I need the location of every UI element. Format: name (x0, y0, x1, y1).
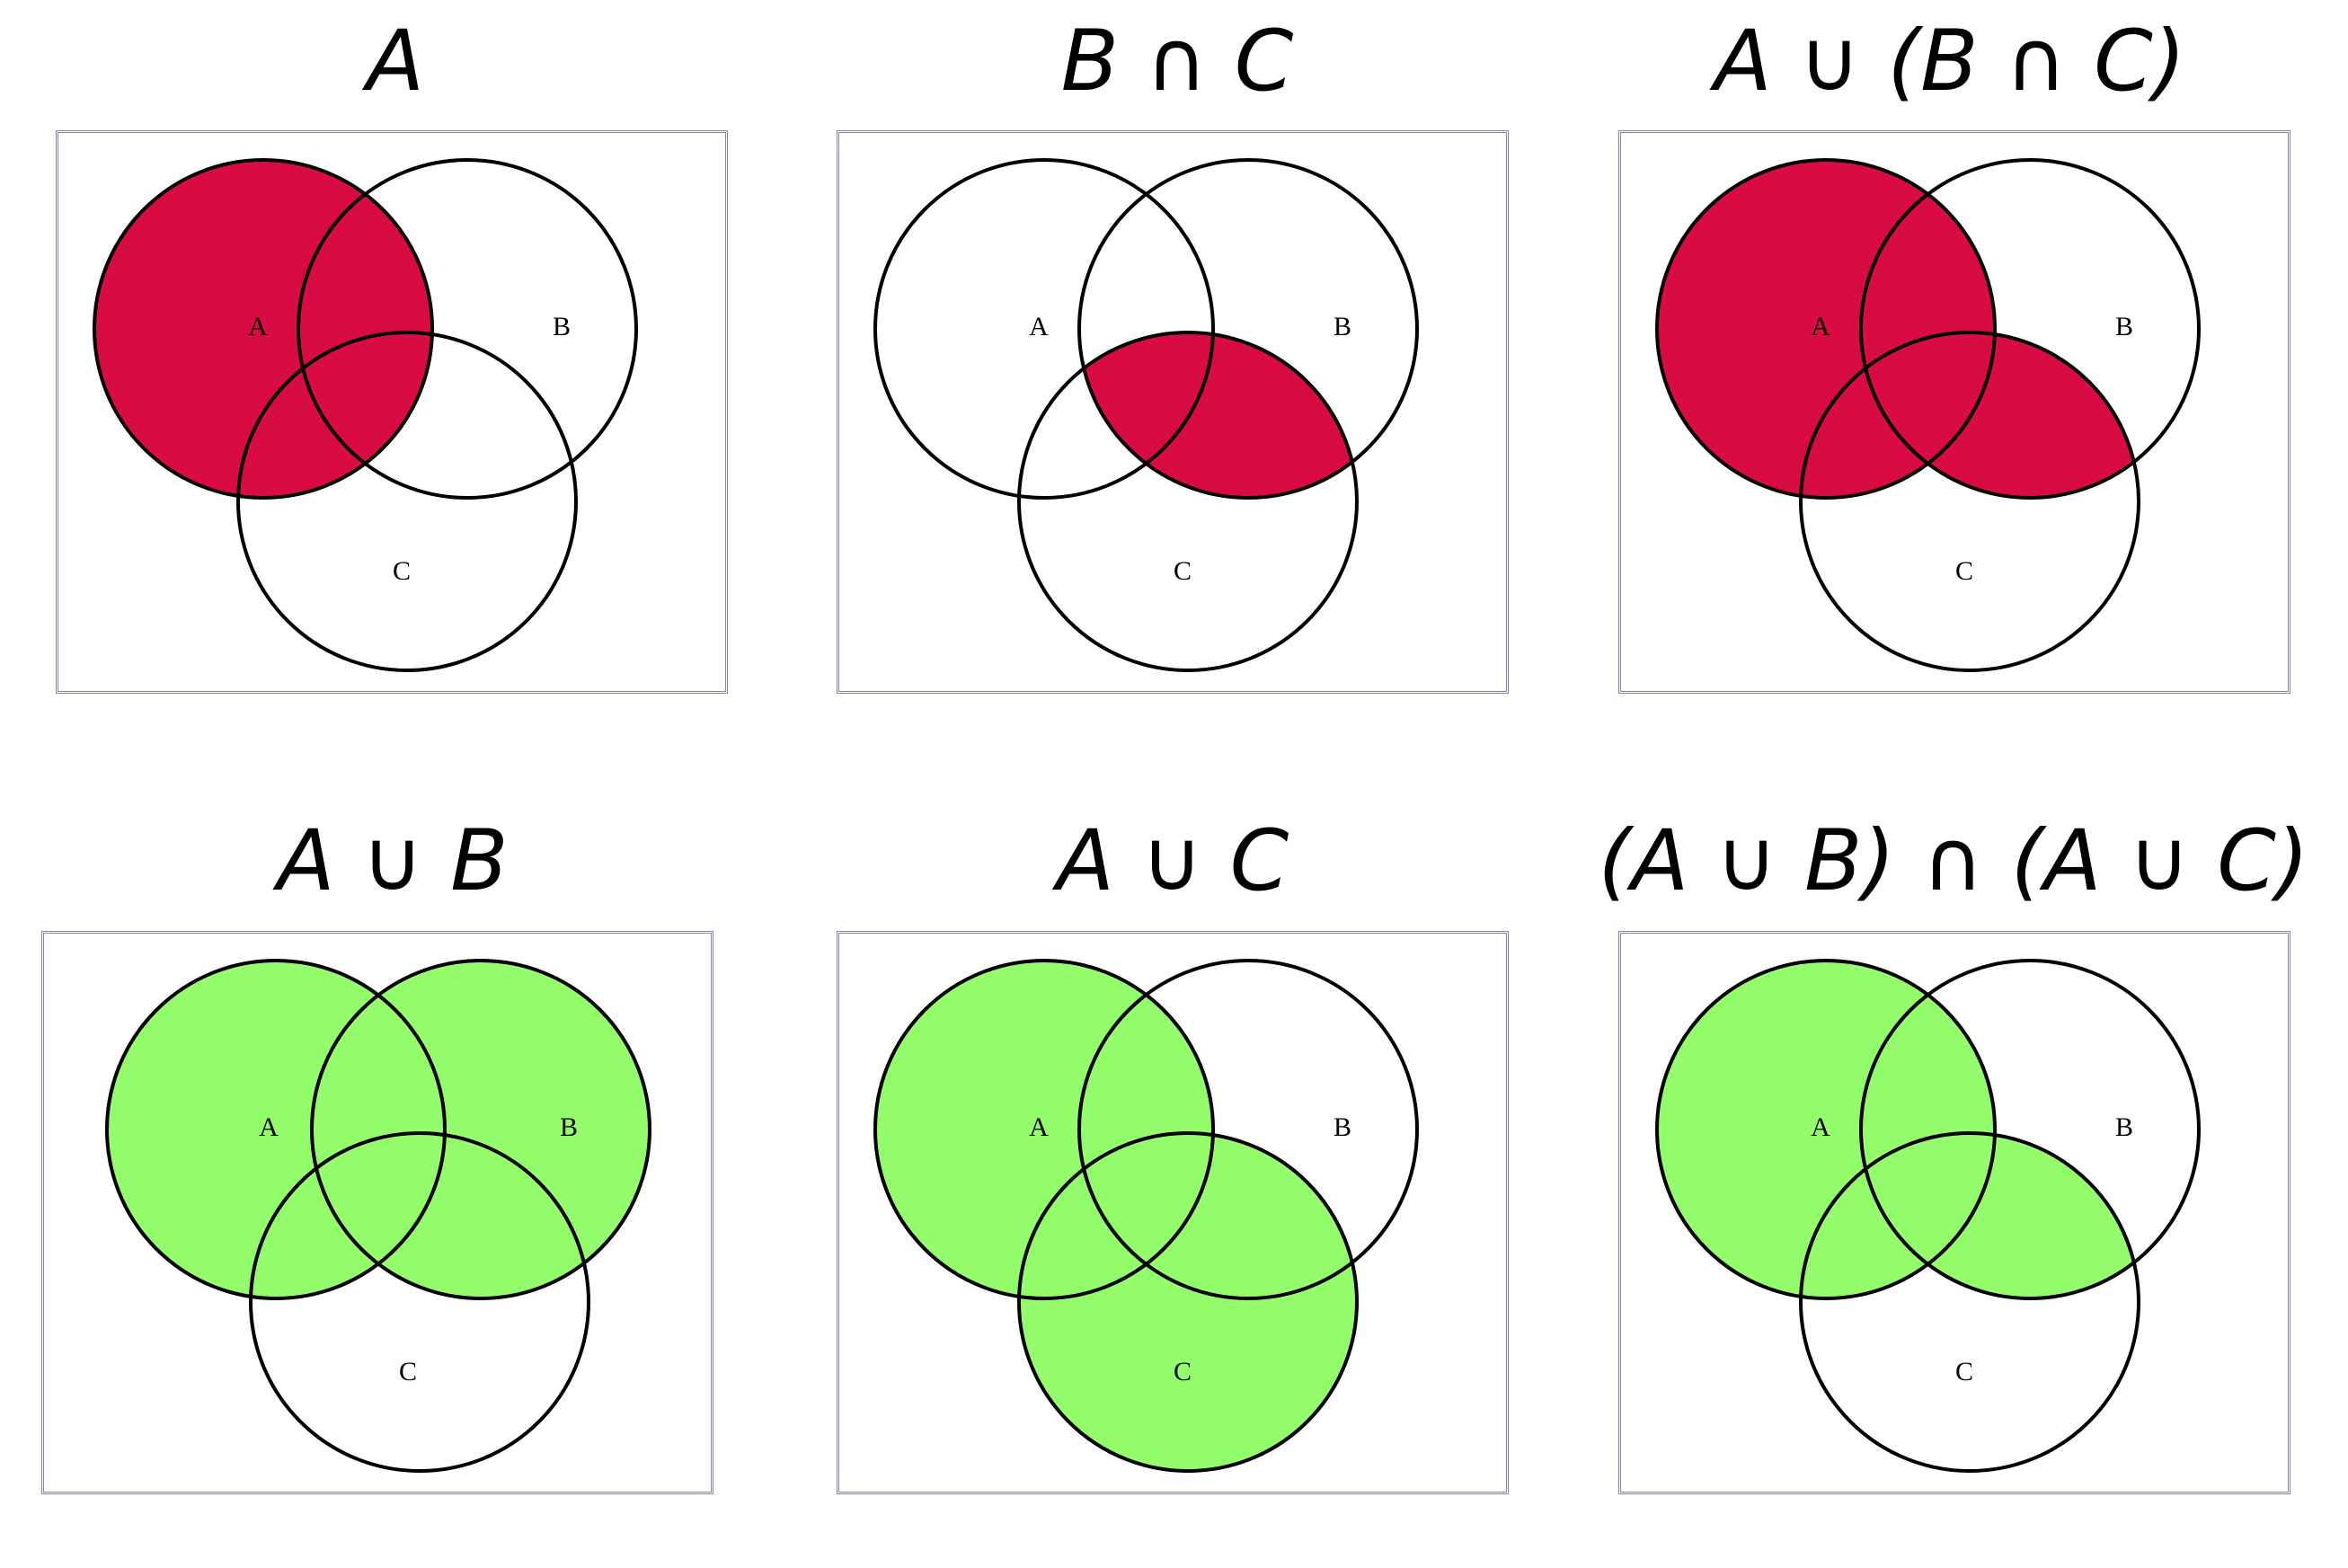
circle-label-c: C (393, 556, 411, 586)
venn-diagram: A B C (1655, 959, 2201, 1473)
panel-title: A ∪ B (277, 812, 509, 910)
circle-c (1017, 331, 1359, 672)
venn-frame: A B C (56, 130, 728, 694)
venn-frame: A B C (1618, 931, 2290, 1494)
circle-b (297, 158, 638, 500)
circle-label-a: A (1811, 1112, 1830, 1142)
circle-a (873, 959, 1215, 1300)
circle-c (236, 331, 578, 672)
panel-title: B ∩ C (1060, 13, 1294, 111)
circle-c (249, 1131, 590, 1473)
circle-label-c: C (399, 1357, 417, 1386)
circle-b (310, 959, 651, 1300)
circle-label-a: A (1029, 1112, 1049, 1142)
circle-label-a: A (248, 312, 268, 341)
circle-a (873, 158, 1215, 500)
venn-frame: A B C (41, 931, 713, 1494)
circle-label-b: B (1333, 312, 1351, 341)
circle-c (1799, 1131, 2140, 1473)
circle-label-b: B (553, 312, 571, 341)
circle-label-a: A (259, 1112, 279, 1142)
panel-title: (A ∪ B) ∩ (A ∪ C) (1598, 812, 2309, 910)
panel-title: A (366, 13, 425, 111)
circle-b (1859, 158, 2201, 500)
circle-a (105, 959, 447, 1300)
circle-label-c: C (1955, 1357, 1973, 1386)
venn-frame: A B C (837, 130, 1509, 694)
circle-label-b: B (1333, 1112, 1351, 1142)
circle-label-a: A (1811, 312, 1830, 341)
circle-a (1655, 959, 1997, 1300)
circle-label-b: B (2115, 312, 2133, 341)
circle-label-c: C (1955, 556, 1973, 586)
venn-diagram: A B C (873, 158, 1419, 672)
venn-diagram: A B C (1655, 158, 2201, 672)
venn-diagram: A B C (93, 158, 638, 672)
panel-title: A ∪ (B ∩ C) (1714, 13, 2186, 111)
circle-label-a: A (1029, 312, 1049, 341)
circle-label-b: B (560, 1112, 578, 1142)
venn-diagram: A B C (105, 959, 651, 1473)
circle-label-c: C (1174, 1357, 1192, 1386)
circle-b (1859, 959, 2201, 1300)
circle-c (1799, 331, 2140, 672)
venn-frame: A B C (837, 931, 1509, 1494)
shaded-region-a (94, 160, 432, 498)
circle-b (1077, 959, 1419, 1300)
circle-b (1077, 158, 1419, 500)
circle-label-c: C (1174, 556, 1192, 586)
circle-c (1017, 1131, 1359, 1473)
circle-a (93, 158, 434, 500)
venn-diagram: A B C (873, 959, 1419, 1473)
panel-title: A ∪ C (1056, 812, 1289, 910)
venn-frame: A B C (1618, 130, 2290, 694)
circle-label-b: B (2115, 1112, 2133, 1142)
circle-a (1655, 158, 1997, 500)
